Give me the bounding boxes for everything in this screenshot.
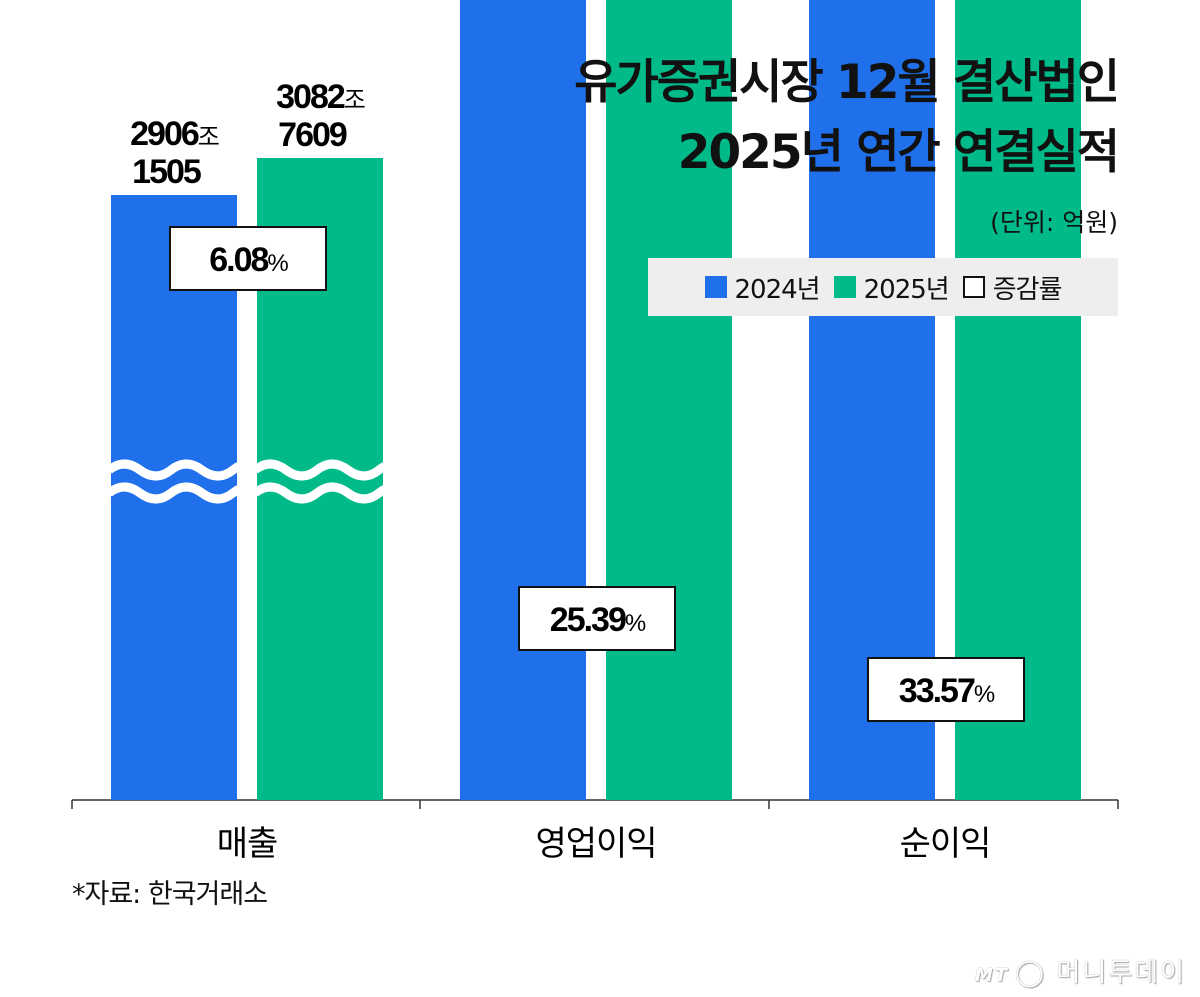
change-rate-box	[169, 226, 327, 291]
legend-item-2024: 2024년	[704, 269, 821, 306]
data-label: 3082조	[276, 78, 365, 116]
legend-item-2025: 2025년	[833, 269, 950, 306]
change-rate-box	[867, 657, 1025, 722]
data-label: 1505	[132, 153, 201, 191]
data-label: 7609	[278, 116, 347, 154]
change-rate-label: 6.08%	[209, 241, 288, 279]
legend-label: 2024년	[734, 274, 821, 305]
unit-label: (단위: 억원)	[990, 208, 1118, 237]
change-rate-label: 25.39%	[550, 601, 646, 639]
category-label: 매출	[217, 824, 278, 864]
chart-title: 유가증권시장 12월 결산법인 2025년 연간 연결실적	[574, 48, 1120, 188]
axis-break-wave	[106, 459, 298, 481]
source-note: *자료: 한국거래소	[72, 879, 268, 910]
bar-2024년-영업이익	[460, 0, 586, 800]
axis-break-wave	[252, 459, 444, 481]
legend-swatch-2024	[704, 276, 727, 298]
axis-break-wave	[106, 482, 298, 504]
category-label: 순이익	[900, 824, 991, 864]
legend-swatch-change	[962, 276, 985, 298]
change-rate-label: 33.57%	[899, 672, 995, 710]
axis-break-wave	[252, 482, 444, 504]
title-line-1: 유가증권시장 12월 결산법인	[574, 55, 1120, 110]
legend-label: 증감률	[992, 274, 1063, 305]
category-label: 영업이익	[535, 824, 656, 864]
data-label: 2906조	[130, 115, 219, 153]
bar-2024년-매출	[111, 195, 237, 800]
title-line-2: 2025년 연간 연결실적	[677, 125, 1120, 180]
bar-2025년-매출	[257, 158, 383, 800]
legend-label: 2025년	[863, 274, 950, 305]
legend: 2024년 2025년 증감률	[648, 258, 1118, 316]
change-rate-box	[518, 586, 676, 651]
legend-swatch-2025	[833, 276, 856, 298]
logo: MT ◯ 머니투데이	[974, 958, 1186, 988]
legend-item-change: 증감률	[962, 269, 1063, 306]
